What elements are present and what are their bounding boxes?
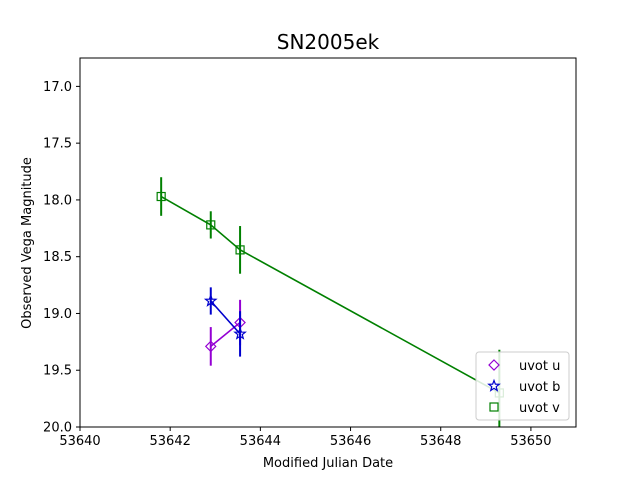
plot-frame bbox=[79, 57, 577, 428]
legend-label: uvot u bbox=[519, 359, 560, 374]
y-tick-label: 19.5 bbox=[43, 364, 72, 379]
legend-marker bbox=[487, 378, 501, 392]
data-point bbox=[233, 326, 247, 340]
data-point bbox=[204, 340, 217, 353]
legend-label: uvot v bbox=[519, 401, 560, 416]
y-tick-label: 17.5 bbox=[43, 137, 72, 152]
axes: 53640 53642 53644 53646 53648 53650 17.0 17.5 18… bbox=[43, 57, 577, 449]
series-uvot-v bbox=[156, 177, 504, 427]
data-point bbox=[206, 220, 216, 230]
legend-label: uvot b bbox=[519, 380, 560, 395]
series-line-uvot-b bbox=[210, 300, 241, 335]
y-axis-label: Observed Vega Magnitude bbox=[20, 157, 35, 329]
x-tick-label: 53642 bbox=[150, 434, 191, 449]
x-tick-label: 53640 bbox=[59, 434, 100, 449]
legend-marker bbox=[489, 402, 499, 412]
legend-marker bbox=[488, 359, 500, 371]
y-tick-label: 18.5 bbox=[43, 250, 72, 265]
y-tick-label: 18.0 bbox=[43, 193, 72, 208]
x-tick-label: 53650 bbox=[510, 434, 551, 449]
data-point bbox=[235, 245, 245, 255]
y-tick-label: 19.0 bbox=[43, 307, 72, 322]
chart-title: SN2005ek bbox=[277, 30, 380, 54]
data-layer bbox=[156, 177, 504, 427]
x-tick-label: 53644 bbox=[240, 434, 281, 449]
x-axis-label: Modified Julian Date bbox=[263, 456, 393, 471]
x-tick-label: 53646 bbox=[330, 434, 371, 449]
data-point bbox=[156, 191, 166, 202]
y-tick-label: 17.0 bbox=[43, 80, 72, 95]
data-point bbox=[203, 293, 218, 307]
series-line-uvot-u bbox=[210, 321, 241, 348]
legend-box bbox=[475, 351, 570, 421]
series-uvot-b bbox=[203, 287, 247, 357]
y-tick-label: 20.0 bbox=[43, 421, 72, 436]
x-tick-label: 53648 bbox=[420, 434, 461, 449]
legend: uvot u uvot b uvot v bbox=[475, 351, 570, 421]
series-line-uvot-v bbox=[160, 195, 500, 394]
